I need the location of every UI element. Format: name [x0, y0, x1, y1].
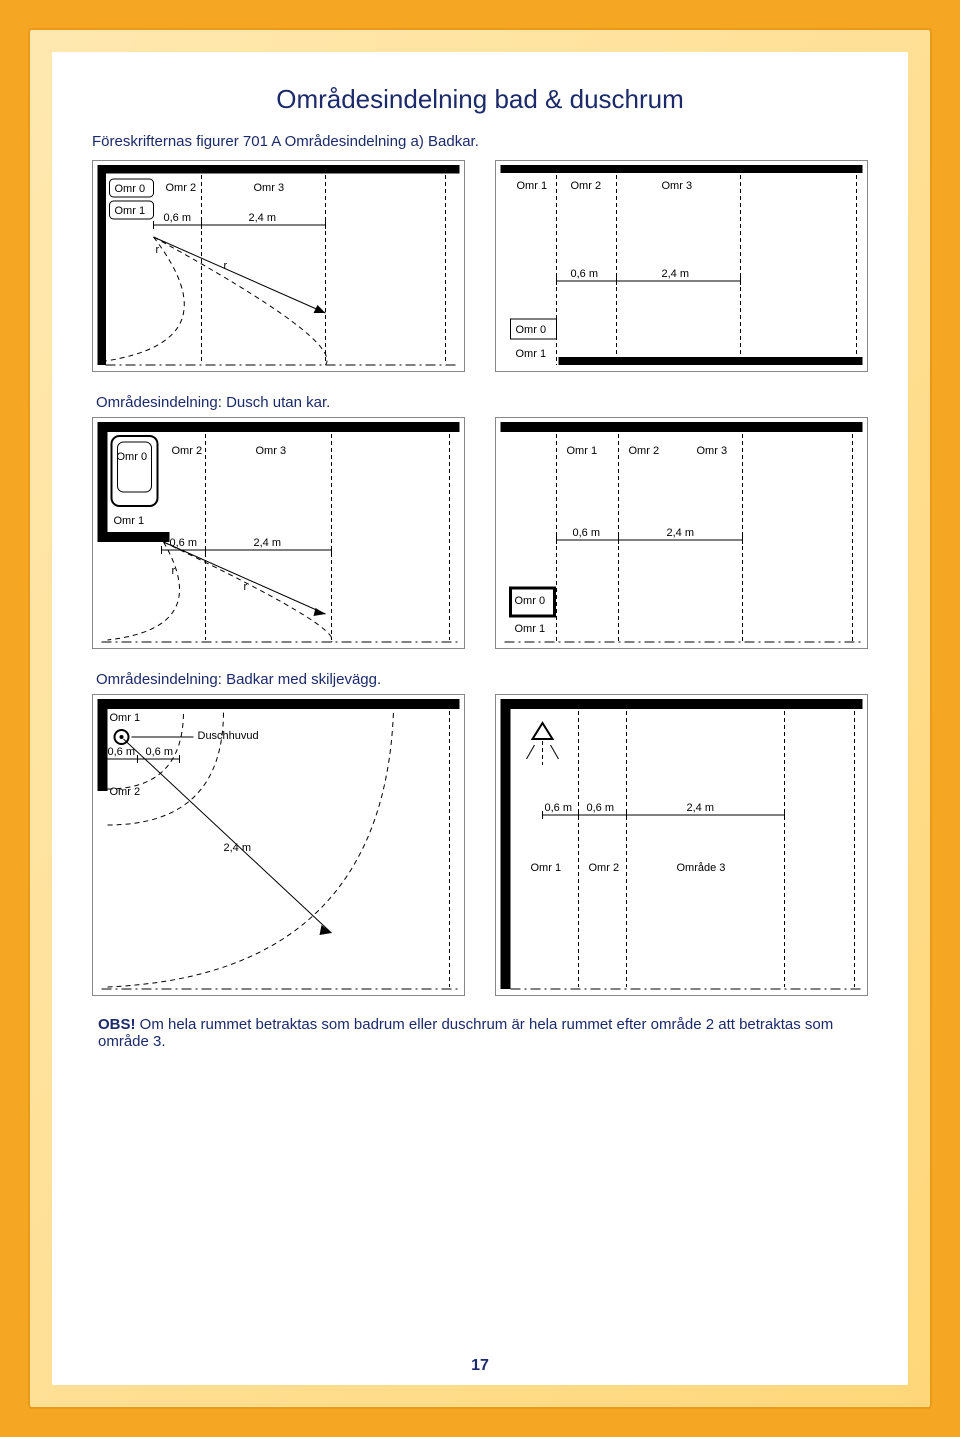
lbl-omr2: Omr 2 [166, 182, 197, 194]
page-title: Områdesindelning bad & duschrum [92, 84, 868, 115]
row-3: Omr 1 Duschhuvud 0,6 m 0,6 m Omr 2 2,4 m [92, 694, 868, 996]
caption-2: Områdesindelning: Dusch utan kar. [96, 394, 868, 411]
lbl-omr3: Omr 3 [254, 182, 285, 194]
d2l-omr2: Omr 2 [172, 445, 203, 457]
subtitle-1: Föreskrifternas figurer 701 A Områdesind… [92, 133, 868, 150]
d3r-omr2: Omr 2 [589, 862, 620, 874]
page: Områdesindelning bad & duschrum Föreskri… [52, 52, 908, 1385]
d3r-omrade3: Område 3 [677, 862, 726, 874]
d2r-omr1: Omr 1 [567, 445, 598, 457]
r1-24: 2,4 m [662, 268, 690, 280]
lbl-06m: 0,6 m [164, 212, 192, 224]
diagram-1-left: Omr 0 Omr 1 Omr 2 Omr 3 [92, 160, 465, 372]
d2r-omr1b: Omr 1 [515, 623, 546, 635]
diagram-2-right: Omr 1 Omr 2 Omr 3 0,6 m 2,4 m Omr 0 Omr … [495, 417, 868, 649]
caption-3: Områdesindelning: Badkar med skiljevägg. [96, 671, 868, 688]
diagram-1-right: Omr 1 Omr 2 Omr 3 0,6 m 2,4 m Omr 0 Omr … [495, 160, 868, 372]
d3l-06a: 0,6 m [108, 746, 136, 758]
d2l-24: 2,4 m [254, 537, 282, 549]
page-number: 17 [52, 1357, 908, 1375]
d3r-24: 2,4 m [687, 802, 715, 814]
row-1: Omr 0 Omr 1 Omr 2 Omr 3 [92, 160, 868, 372]
obs-note: OBS! Om hela rummet betraktas som badrum… [92, 1016, 868, 1050]
r1-06: 0,6 m [571, 268, 599, 280]
frame: Områdesindelning bad & duschrum Föreskri… [28, 28, 932, 1409]
r1-omr3: Omr 3 [662, 180, 693, 192]
d2r-omr0: Omr 0 [515, 595, 546, 607]
d3r-06b: 0,6 m [587, 802, 615, 814]
d2r-06: 0,6 m [573, 527, 601, 539]
r1-omr0: Omr 0 [516, 324, 547, 336]
obs-label: OBS! [98, 1016, 136, 1033]
d3r-06a: 0,6 m [545, 802, 573, 814]
d2l-omr0: Omr 0 [117, 451, 148, 463]
lbl-r2: r [224, 260, 228, 272]
lbl-r1: r [156, 244, 160, 256]
d3l-dusch: Duschhuvud [198, 730, 259, 742]
d2l-omr1: Omr 1 [114, 515, 145, 527]
r1-omr1: Omr 1 [517, 180, 548, 192]
diagram-3-right: 0,6 m 0,6 m 2,4 m Omr 1 Omr 2 Område 3 [495, 694, 868, 996]
diagram-3-left: Omr 1 Duschhuvud 0,6 m 0,6 m Omr 2 2,4 m [92, 694, 465, 996]
diagram-2-left: Omr 0 Omr 1 Omr 2 Omr 3 0,6 m 2,4 m [92, 417, 465, 649]
row-2: Omr 0 Omr 1 Omr 2 Omr 3 0,6 m 2,4 m [92, 417, 868, 649]
d3l-omr1: Omr 1 [110, 712, 141, 724]
d3r-omr1: Omr 1 [531, 862, 562, 874]
d2l-r1: r [172, 565, 176, 577]
d2l-r2: r [244, 581, 248, 593]
d3l-24: 2,4 m [224, 842, 252, 854]
d2l-omr3: Omr 3 [256, 445, 287, 457]
obs-text: Om hela rummet betraktas som badrum elle… [98, 1016, 833, 1050]
lbl-omr1: Omr 1 [115, 205, 146, 217]
d2r-24: 2,4 m [667, 527, 695, 539]
lbl-omr0: Omr 0 [115, 183, 146, 195]
d2r-omr3: Omr 3 [697, 445, 728, 457]
r1-omr1b: Omr 1 [516, 348, 547, 360]
r1-omr2: Omr 2 [571, 180, 602, 192]
d2r-omr2: Omr 2 [629, 445, 660, 457]
d3l-06b: 0,6 m [146, 746, 174, 758]
lbl-24m: 2,4 m [249, 212, 277, 224]
d3l-omr2: Omr 2 [110, 786, 141, 798]
